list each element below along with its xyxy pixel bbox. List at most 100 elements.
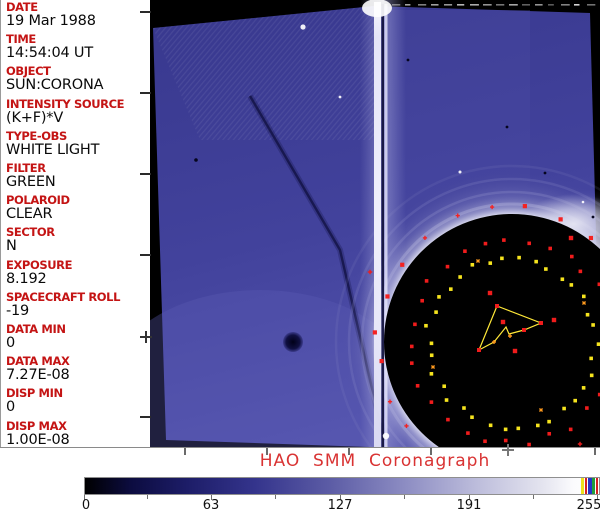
yellow-fiducial-ring-dot [547, 419, 551, 424]
yellow-fiducial-ring-dot [596, 342, 600, 346]
yellow-fiducial-ring-dot [437, 295, 441, 299]
colorbar-tick-label: 127 [327, 498, 353, 513]
yellow-fiducial-ring-dot [434, 310, 438, 314]
extra-plus-marker [367, 269, 373, 275]
top-edge-dash [457, 4, 465, 6]
left-edge-tick [140, 254, 151, 256]
yellow-fiducial-ring-dot [488, 423, 493, 428]
top-edge-dash [561, 4, 570, 6]
yellow-fiducial-ring-dot [591, 323, 595, 327]
colorbar-stripe [592, 478, 595, 494]
dark-speck [406, 58, 410, 62]
red-inner-fiducial-ring-dot [578, 269, 583, 274]
extra-x-marker [581, 300, 587, 306]
extra-x-marker [430, 364, 436, 370]
polygon-vertex-marker [495, 304, 499, 308]
field-value: N [6, 238, 17, 255]
field-label: DISP MIN [6, 386, 63, 401]
yellow-fiducial-ring-dot [470, 262, 475, 267]
colorbar-stripe [588, 478, 592, 494]
field-label: EXPOSURE [6, 257, 73, 272]
top-edge-dash [574, 4, 580, 6]
colorbar-tick-label: 255 [576, 498, 600, 513]
field-value: GREEN [6, 174, 56, 190]
field-label: INTENSITY SOURCE [6, 96, 125, 111]
red-inner-fiducial-ring-dot [597, 282, 600, 287]
red-inner-fiducial-ring-dot [570, 254, 574, 259]
yellow-fiducial-ring-dot [589, 356, 593, 361]
metadata-field-time: TIME 14:54:04 UT [6, 33, 150, 61]
field-value: 7.27E-08 [6, 367, 70, 384]
top-edge-dash [418, 4, 427, 6]
top-edge-dash [431, 4, 439, 6]
red-inner-fiducial-ring-dot [413, 322, 417, 327]
yellow-fiducial-ring-dot [562, 406, 566, 411]
colorbar-minor-tick [533, 495, 535, 499]
left-edge-tick [140, 173, 151, 175]
field-value: 19 Mar 1988 [6, 13, 96, 29]
field-value: WHITE LIGHT [6, 141, 100, 158]
yellow-fiducial-ring-dot [470, 415, 474, 420]
colorbar-stripe [585, 478, 587, 494]
red-inner-fiducial-ring-dot [568, 427, 573, 432]
red-outer-fiducial-ring-dot [400, 262, 405, 267]
white-speck [382, 432, 390, 440]
yellow-fiducial-ring-dot [534, 259, 538, 264]
extra-square-marker [500, 319, 506, 325]
field-label: DATA MIN [6, 322, 66, 336]
field-value: 8.192 [6, 270, 47, 287]
dark-speck [505, 125, 509, 129]
pylon-streak [360, 0, 406, 447]
bottom-edge-tick [266, 448, 268, 455]
metadata-field-type-obs: TYPE-OBS WHITE LIGHT [6, 130, 150, 158]
colorbar-major-tick [84, 495, 85, 500]
coronagraph-image [150, 0, 600, 447]
yellow-fiducial-ring-dot [544, 267, 548, 271]
metadata-field-exposure: EXPOSURE 8.192 [6, 259, 150, 287]
red-inner-fiducial-ring-dot [420, 298, 424, 303]
yellow-fiducial-ring-dot [500, 256, 504, 261]
red-inner-fiducial-ring-dot [597, 392, 600, 397]
extra-x-marker [538, 407, 544, 413]
metadata-field-data-max: DATA MAX 7.27E-08 [6, 355, 150, 383]
metadata-field-data-min: DATA MIN 0 [6, 323, 150, 351]
polygon-vertex-marker [522, 328, 526, 332]
red-inner-fiducial-ring-dot [415, 383, 420, 388]
extra-square-marker [512, 348, 518, 354]
red-outer-fiducial-ring-dot [588, 235, 594, 241]
dark-speck [591, 215, 595, 219]
red-outer-fiducial-ring-dot [422, 235, 428, 240]
red-inner-fiducial-ring-dot [446, 417, 450, 422]
bottom-edge-tick [184, 448, 186, 455]
left-edge-tick [140, 11, 151, 13]
field-label: DATA MAX [6, 354, 70, 369]
red-inner-fiducial-ring-dot [548, 246, 553, 251]
top-edge-dash [405, 4, 411, 6]
yellow-fiducial-ring-dot [585, 312, 590, 317]
metadata-field-date: DATE 19 Mar 1988 [6, 1, 150, 29]
metadata-field-polaroid: POLAROID CLEAR [6, 194, 150, 222]
field-value: 14:54:04 UT [6, 45, 94, 62]
field-label: FILTER [6, 161, 46, 175]
field-value: 1.00E-08 [6, 431, 70, 448]
yellow-fiducial-ring-dot [569, 283, 574, 287]
top-edge-dash [470, 4, 479, 6]
field-label: TIME [6, 32, 36, 47]
dark-speck [194, 158, 198, 162]
yellow-fiducial-ring-dot [517, 255, 521, 260]
extra-square-marker [487, 290, 493, 296]
white-speck [581, 200, 585, 204]
red-outer-fiducial-ring-dot [404, 423, 409, 429]
left-edge-tick [140, 92, 151, 94]
red-inner-fiducial-ring-dot [502, 238, 506, 242]
red-inner-fiducial-ring-dot [445, 264, 450, 269]
left-edge-plus-fiducial [140, 331, 152, 343]
metadata-field-disp-min: DISP MIN 0 [6, 387, 150, 415]
colorbar-major-tick [468, 495, 470, 500]
colorbar-tick-label: 63 [202, 498, 220, 513]
field-value: (K+F)*V [6, 109, 64, 126]
yellow-fiducial-ring-dot [581, 386, 586, 390]
yellow-fiducial-ring-dot [429, 372, 434, 376]
top-edge-dash [444, 4, 453, 6]
